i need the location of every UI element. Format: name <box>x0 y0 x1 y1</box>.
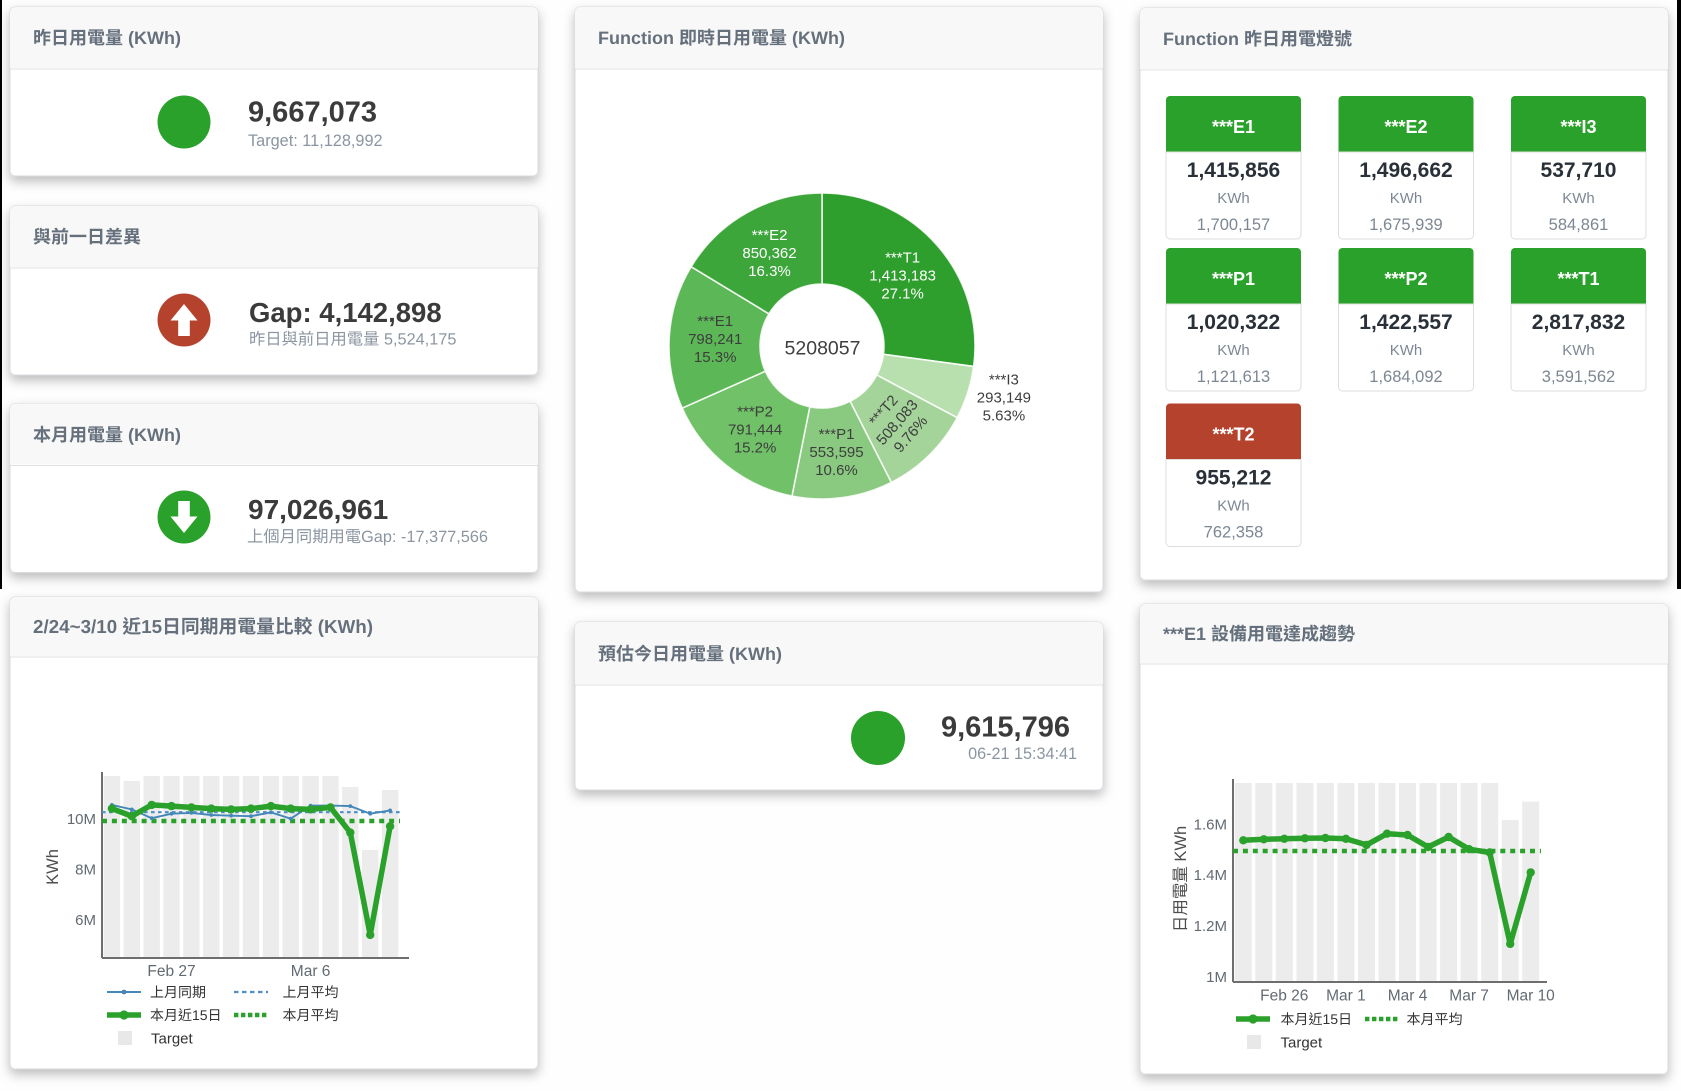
svg-text:***E1: ***E1 <box>1212 117 1255 137</box>
svg-text:KWh: KWh <box>1217 190 1250 207</box>
svg-text:06-21 15:34:41: 06-21 15:34:41 <box>968 745 1077 763</box>
svg-text:Mar 10: Mar 10 <box>1507 988 1556 1005</box>
svg-text:15.2%: 15.2% <box>734 440 777 457</box>
svg-text:1.6M: 1.6M <box>1194 816 1227 833</box>
svg-text:Target: 11,128,992: Target: 11,128,992 <box>248 132 383 150</box>
svg-text:1,422,557: 1,422,557 <box>1359 311 1452 334</box>
svg-text:27.1%: 27.1% <box>881 286 924 303</box>
svg-text:8M: 8M <box>75 862 96 879</box>
svg-text:***E2: ***E2 <box>752 227 788 244</box>
svg-text:10.6%: 10.6% <box>815 462 858 479</box>
svg-text:***P2: ***P2 <box>737 404 773 421</box>
svg-text:***T2: ***T2 <box>1212 425 1254 445</box>
svg-text:1,415,856: 1,415,856 <box>1187 159 1280 182</box>
svg-text:Mar 4: Mar 4 <box>1388 988 1428 1005</box>
svg-text:1.4M: 1.4M <box>1194 867 1227 884</box>
svg-text:KWh: KWh <box>1217 342 1250 359</box>
svg-text:KWh: KWh <box>1562 190 1595 207</box>
svg-text:1,496,662: 1,496,662 <box>1359 159 1452 182</box>
svg-text:***E1: ***E1 <box>697 313 733 330</box>
svg-text:1,413,183: 1,413,183 <box>869 268 936 285</box>
svg-text:1M: 1M <box>1206 969 1227 986</box>
svg-text:1,700,157: 1,700,157 <box>1197 216 1270 234</box>
svg-text:Mar 7: Mar 7 <box>1449 988 1489 1005</box>
svg-text:6M: 6M <box>75 912 96 929</box>
svg-text:850,362: 850,362 <box>742 245 796 262</box>
svg-text:584,861: 584,861 <box>1549 216 1609 234</box>
svg-text:791,444: 791,444 <box>728 422 782 439</box>
svg-text:537,710: 537,710 <box>1541 159 1617 182</box>
svg-text:798,241: 798,241 <box>688 331 742 348</box>
svg-text:KWh: KWh <box>1217 498 1250 515</box>
svg-text:Target: Target <box>1281 1035 1324 1052</box>
svg-text:5.63%: 5.63% <box>983 407 1026 424</box>
svg-text:1,121,613: 1,121,613 <box>1197 368 1270 386</box>
svg-text:1.2M: 1.2M <box>1194 918 1227 935</box>
svg-text:Mar 6: Mar 6 <box>291 963 331 980</box>
svg-text:2,817,832: 2,817,832 <box>1532 311 1625 334</box>
svg-text:Mar 1: Mar 1 <box>1326 988 1366 1005</box>
svg-text:955,212: 955,212 <box>1196 467 1272 490</box>
svg-text:16.3%: 16.3% <box>748 263 791 280</box>
svg-text:KWh: KWh <box>44 849 62 885</box>
svg-text:15.3%: 15.3% <box>694 349 737 366</box>
svg-text:97,026,961: 97,026,961 <box>248 494 388 525</box>
svg-text:KWh: KWh <box>1390 190 1423 207</box>
svg-text:Feb 26: Feb 26 <box>1260 988 1308 1005</box>
svg-text:3,591,562: 3,591,562 <box>1542 368 1615 386</box>
svg-text:1,020,322: 1,020,322 <box>1187 311 1280 334</box>
svg-text:***I3: ***I3 <box>1560 117 1596 137</box>
svg-text:9,615,796: 9,615,796 <box>941 712 1070 744</box>
svg-text:Feb 27: Feb 27 <box>147 963 195 980</box>
svg-text:1,684,092: 1,684,092 <box>1369 368 1442 386</box>
svg-text:***P1: ***P1 <box>1212 269 1255 289</box>
svg-text:***P2: ***P2 <box>1384 269 1427 289</box>
svg-text:***T1: ***T1 <box>1557 269 1599 289</box>
svg-text:9,667,073: 9,667,073 <box>248 97 377 129</box>
svg-text:762,358: 762,358 <box>1204 524 1264 542</box>
svg-text:***P1: ***P1 <box>819 426 855 443</box>
svg-text:293,149: 293,149 <box>977 389 1031 406</box>
svg-text:Gap: 4,142,898: Gap: 4,142,898 <box>249 297 442 328</box>
svg-text:***I3: ***I3 <box>989 371 1019 388</box>
svg-text:5208057: 5208057 <box>785 338 861 360</box>
svg-text:1,675,939: 1,675,939 <box>1369 216 1442 234</box>
svg-text:Target: Target <box>151 1031 194 1048</box>
svg-text:KWh: KWh <box>1390 342 1423 359</box>
svg-text:KWh: KWh <box>1562 342 1595 359</box>
svg-text:***T1: ***T1 <box>885 250 920 267</box>
svg-text:553,595: 553,595 <box>809 444 863 461</box>
svg-text:10M: 10M <box>67 811 96 828</box>
svg-text:***E2: ***E2 <box>1384 117 1427 137</box>
